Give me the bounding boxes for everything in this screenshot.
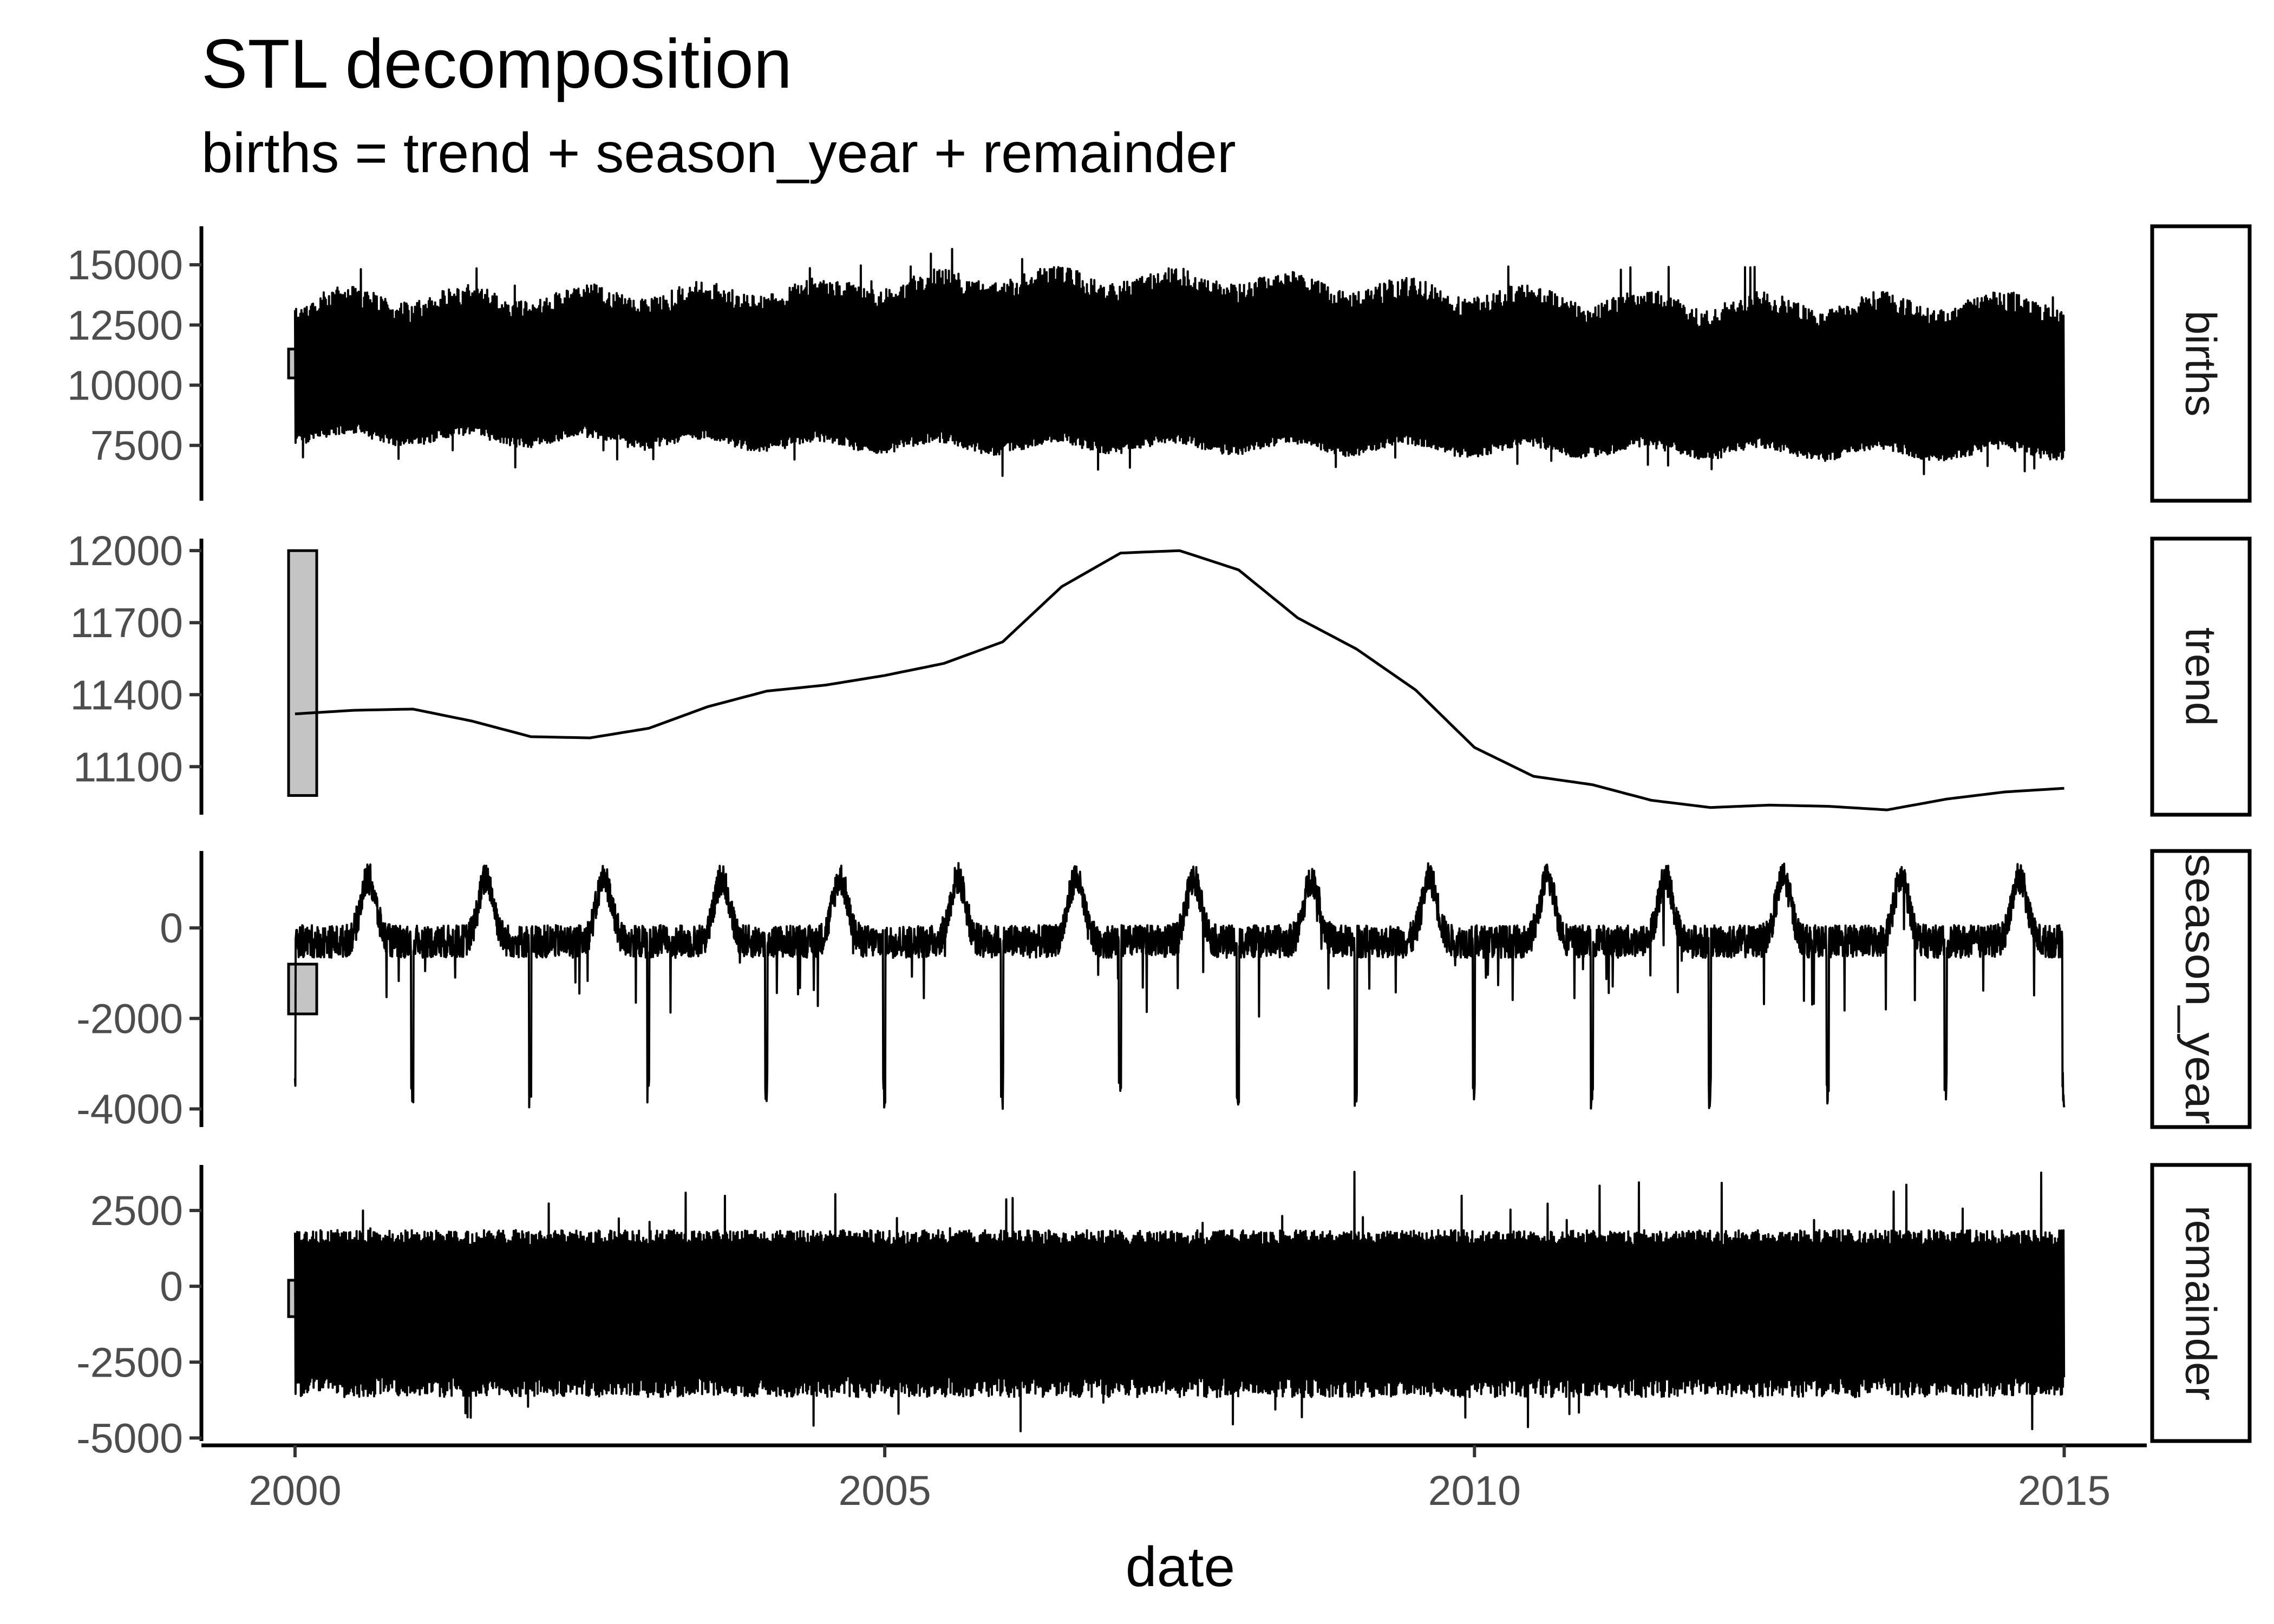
x-tick-label: 2000 [249,1468,341,1514]
y-tick-label-season_year: -2000 [76,996,183,1042]
facet-strip-trend [2150,536,2252,817]
y-tick-label-trend: 11700 [70,600,183,646]
y-tick-label-trend: 11100 [73,744,183,790]
y-tick-label-births: 10000 [67,363,183,409]
panel-season_year: -4000 -2000 0 season_year [76,849,2252,1133]
y-tick-label-births: 7500 [90,423,183,469]
facet-strip-label-trend: trend [2177,627,2225,726]
facet-strip-season_year [2150,849,2252,1129]
y-tick-label-season_year: 0 [160,905,183,952]
x-tick-label: 2005 [838,1468,931,1514]
y-tick-label-trend: 11400 [70,672,183,718]
chart-subtitle: births = trend + season_year + remainder [201,122,1236,185]
facet-panels: 7500 10000 12500 15000 births 11100 11400 11700… [67,224,2252,1462]
facet-strip-births [2150,224,2252,503]
chart-title: STL decomposition [201,25,792,103]
series-line-remainder [293,1170,2066,1432]
series-line-trend [295,549,2064,811]
x-axis: 2000 2005 2010 2015 [201,1443,2147,1514]
y-tick-label-remainder: 0 [160,1263,183,1310]
scale-bar-season_year [287,962,318,1016]
panel-remainder: -5000 -2500 0 2500 remainder [76,1163,2252,1462]
y-tick-label-remainder: -5000 [76,1415,183,1462]
facet-strip-label-births: births [2177,311,2225,417]
y-tick-label-births: 15000 [67,242,183,289]
y-tick-label-births: 12500 [67,302,183,349]
series-line-births [293,247,2066,477]
panel-trend: 11100 11400 11700 12000 trend [67,528,2252,817]
scale-bar-trend [287,549,318,797]
facet-strip-label-season_year: season_year [2177,854,2225,1124]
panel-births: 7500 10000 12500 15000 births [67,224,2252,503]
series-line-season_year [293,862,2066,1110]
y-tick-label-remainder: 2500 [90,1188,183,1234]
x-tick-label: 2010 [1428,1468,1521,1514]
y-tick-label-remainder: -2500 [76,1339,183,1386]
y-tick-label-season_year: -4000 [76,1086,183,1133]
x-tick-label: 2015 [2018,1468,2110,1514]
y-tick-label-trend: 12000 [67,528,183,574]
facet-strip-label-remainder: remainder [2177,1206,2225,1400]
facet-strip-remainder [2150,1163,2252,1443]
x-axis-label: date [1126,1536,1235,1599]
